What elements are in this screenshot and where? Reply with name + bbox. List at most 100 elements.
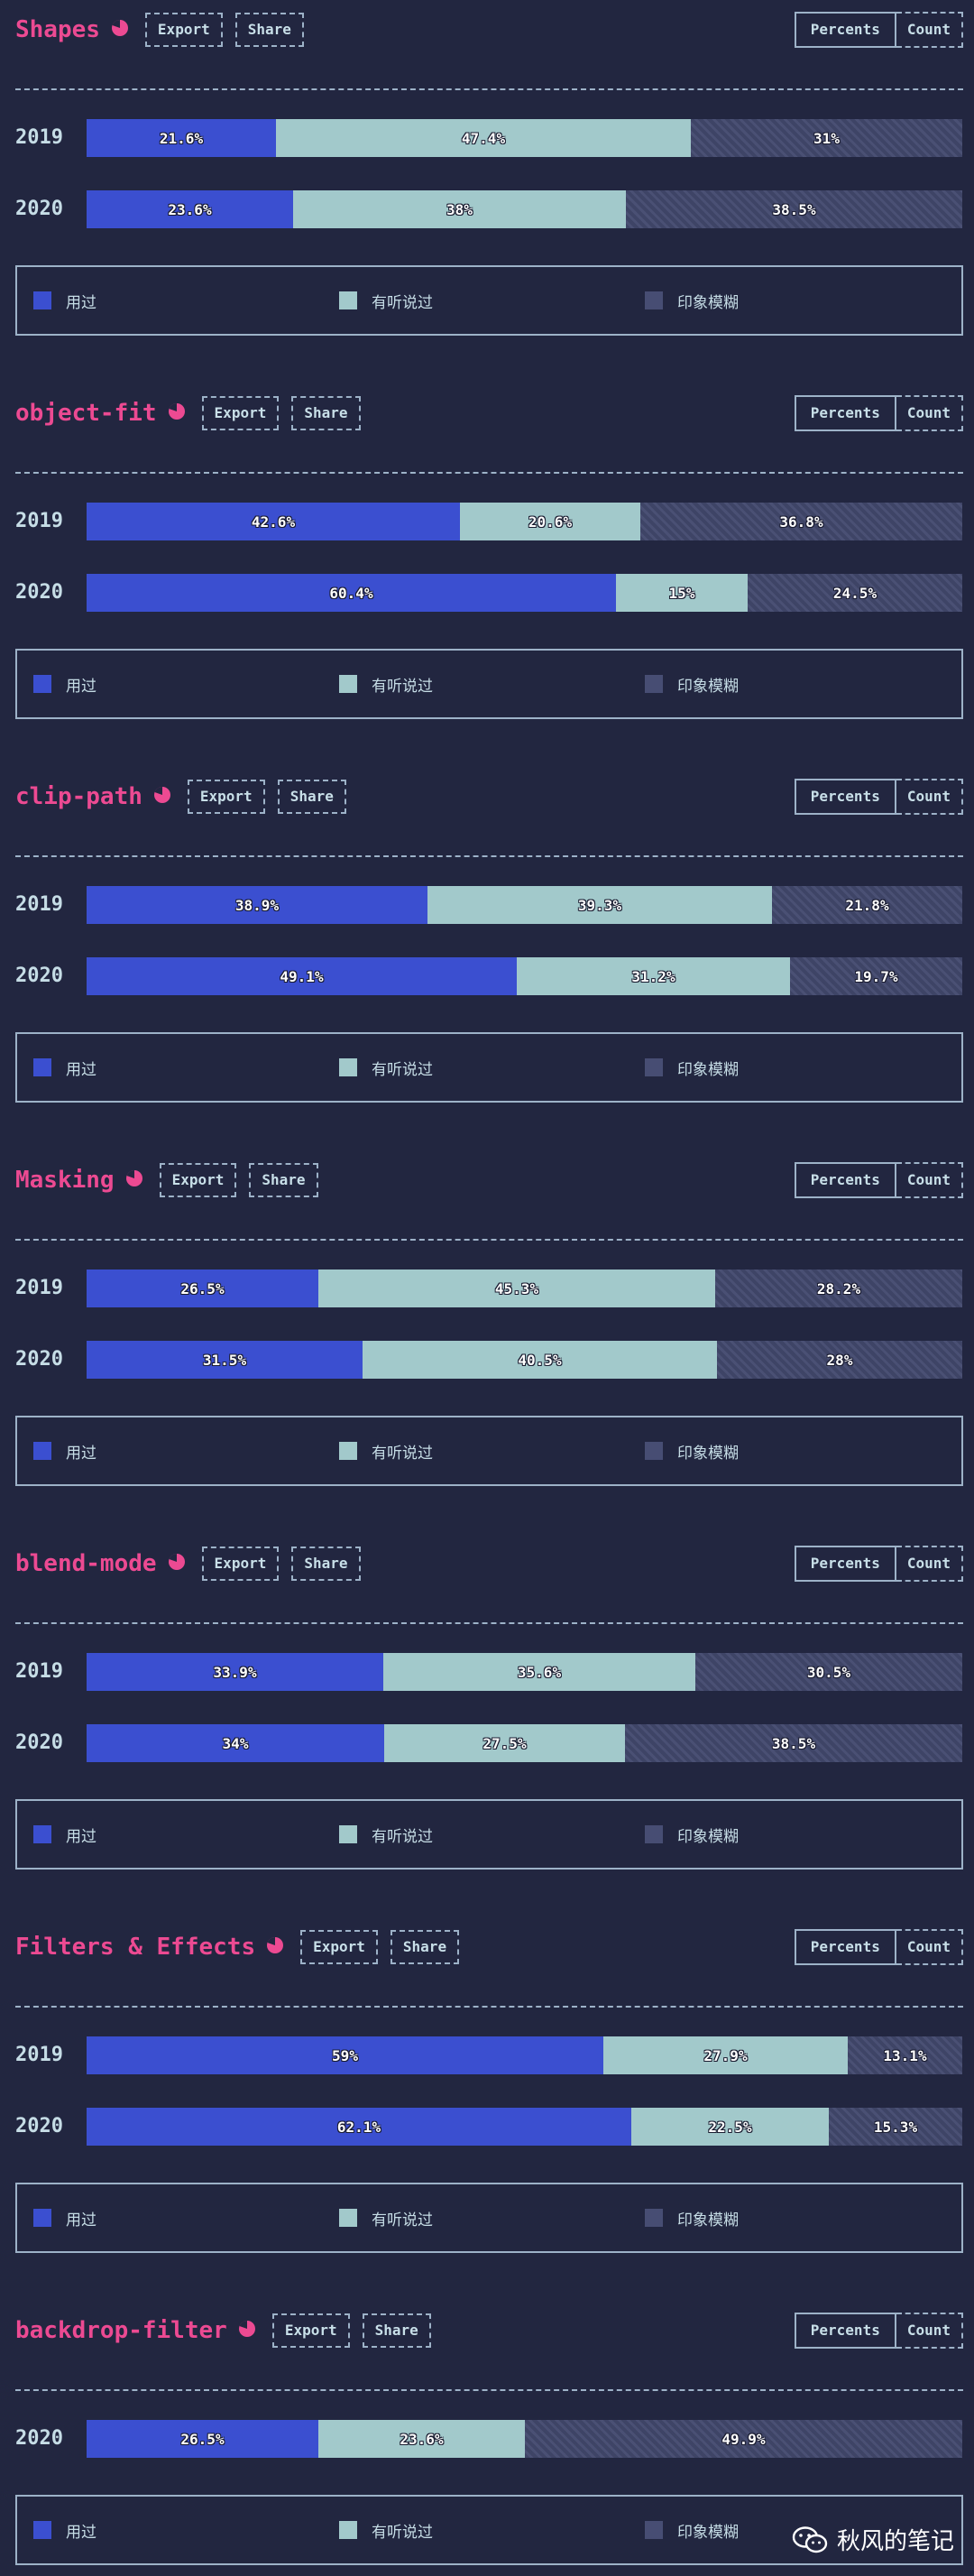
bar-segment-used: 33.9% (87, 1653, 383, 1691)
share-button[interactable]: Share (391, 1930, 459, 1964)
legend-item-used: 用过 (33, 2497, 96, 2563)
legend-label: 有听说过 (372, 1824, 433, 1846)
pie-chart-icon (100, 19, 129, 41)
bar-segment-heard: 47.4% (276, 119, 691, 157)
share-button[interactable]: Share (235, 13, 304, 47)
watermark: 秋风的笔记 (792, 2523, 954, 2556)
chart-header: backdrop-filter Export Share Percents Count (15, 2301, 963, 2359)
share-button[interactable]: Share (278, 780, 346, 814)
bar-value-label: 31.2% (631, 968, 675, 985)
legend-item-vague: 印象模糊 (645, 1417, 739, 1484)
bar-value-label: 39.3% (578, 897, 621, 914)
count-button[interactable]: Count (896, 2313, 963, 2349)
chart-title: Shapes (15, 16, 100, 43)
legend-label: 有听说过 (372, 290, 433, 312)
count-button[interactable]: Count (896, 779, 963, 815)
bar-value-label: 47.4% (462, 130, 505, 147)
export-button[interactable]: Export (188, 780, 265, 814)
count-button[interactable]: Count (896, 1929, 963, 1965)
legend-label: 有听说过 (372, 1440, 433, 1463)
percents-button[interactable]: Percents (795, 395, 896, 431)
wechat-icon (792, 2525, 828, 2554)
percents-button[interactable]: Percents (795, 12, 896, 48)
legend-item-heard: 有听说过 (339, 267, 433, 334)
pie-chart-icon (227, 2320, 256, 2341)
legend-swatch (645, 675, 663, 693)
export-button[interactable]: Export (202, 1547, 280, 1581)
year-label: 2019 (15, 2044, 63, 2066)
chart-section: object-fit Export Share Percents Count 2019 42… (0, 383, 974, 726)
export-button[interactable]: Export (202, 396, 280, 430)
bar-value-label: 33.9% (213, 1664, 256, 1681)
units-toggle: Percents Count (795, 779, 963, 815)
legend-item-used: 用过 (33, 267, 96, 334)
stacked-bar: 62.1% 22.5% 15.3% (87, 2108, 962, 2146)
legend-item-used: 用过 (33, 1034, 96, 1101)
legend-label: 有听说过 (372, 2207, 433, 2230)
bar-segment-heard: 22.5% (631, 2108, 829, 2146)
chart-title: Filters & Effects (15, 1934, 255, 1961)
bar-segment-heard: 20.6% (460, 503, 640, 540)
share-button[interactable]: Share (249, 1163, 317, 1197)
stacked-bar: 21.6% 47.4% 31% (87, 119, 962, 157)
bar-segment-vague: 49.9% (525, 2420, 962, 2458)
percents-button[interactable]: Percents (795, 1929, 896, 1965)
bar-value-label: 30.5% (807, 1664, 850, 1681)
legend-label: 用过 (66, 1440, 96, 1463)
legend-swatch (339, 2521, 357, 2539)
pie-chart-icon (115, 1169, 143, 1191)
percents-button[interactable]: Percents (795, 1162, 896, 1198)
export-button[interactable]: Export (160, 1163, 237, 1197)
stacked-bar: 60.4% 15% 24.5% (87, 574, 962, 612)
year-label: 2019 (15, 1660, 63, 1683)
export-button[interactable]: Export (300, 1930, 378, 1964)
year-label: 2019 (15, 1277, 63, 1299)
pie-chart-icon (157, 402, 186, 424)
percents-button[interactable]: Percents (795, 2313, 896, 2349)
legend: 用过 有听说过 印象模糊 (15, 1416, 963, 1486)
percents-button[interactable]: Percents (795, 779, 896, 815)
bar-value-label: 23.6% (168, 201, 211, 218)
legend-item-vague: 印象模糊 (645, 651, 739, 717)
count-button[interactable]: Count (896, 395, 963, 431)
legend-label: 印象模糊 (677, 2519, 739, 2542)
legend-label: 印象模糊 (677, 2207, 739, 2230)
legend: 用过 有听说过 印象模糊 (15, 1799, 963, 1870)
bar-segment-vague: 38.5% (626, 190, 962, 228)
header-divider (15, 88, 963, 90)
legend-swatch (33, 1825, 51, 1843)
pie-chart-icon (142, 786, 171, 808)
count-button[interactable]: Count (896, 1546, 963, 1582)
year-label: 2020 (15, 1348, 63, 1371)
legend-swatch (645, 1825, 663, 1843)
share-button[interactable]: Share (363, 2313, 431, 2348)
legend-swatch (33, 2521, 51, 2539)
share-button[interactable]: Share (291, 1547, 360, 1581)
export-button[interactable]: Export (145, 13, 223, 47)
count-button[interactable]: Count (896, 12, 963, 48)
bar-value-label: 45.3% (495, 1280, 538, 1297)
share-button[interactable]: Share (291, 396, 360, 430)
export-button[interactable]: Export (272, 2313, 350, 2348)
chart-header: blend-mode Export Share Percents Count (15, 1534, 963, 1593)
bar-value-label: 27.9% (703, 2047, 747, 2064)
chart-title: object-fit (15, 400, 157, 427)
legend-item-used: 用过 (33, 1801, 96, 1868)
chart-header: Filters & Effects Export Share Percents Coun… (15, 1917, 963, 1976)
count-button[interactable]: Count (896, 1162, 963, 1198)
header-divider (15, 2389, 963, 2391)
bar-segment-heard: 23.6% (318, 2420, 525, 2458)
chart-title: backdrop-filter (15, 2317, 227, 2344)
bar-value-label: 22.5% (708, 2119, 751, 2136)
bar-segment-vague: 19.7% (790, 957, 962, 995)
legend-label: 用过 (66, 1824, 96, 1846)
bar-value-label: 28.2% (817, 1280, 860, 1297)
legend-item-heard: 有听说过 (339, 2497, 433, 2563)
bar-value-label: 15.3% (874, 2119, 917, 2136)
stacked-bar: 33.9% 35.6% 30.5% (87, 1653, 962, 1691)
bar-value-label: 34% (223, 1735, 249, 1752)
chart-section: Masking Export Share Percents Count 2019 26.5%… (0, 1150, 974, 1493)
header-divider (15, 1239, 963, 1241)
bar-segment-used: 60.4% (87, 574, 616, 612)
percents-button[interactable]: Percents (795, 1546, 896, 1582)
